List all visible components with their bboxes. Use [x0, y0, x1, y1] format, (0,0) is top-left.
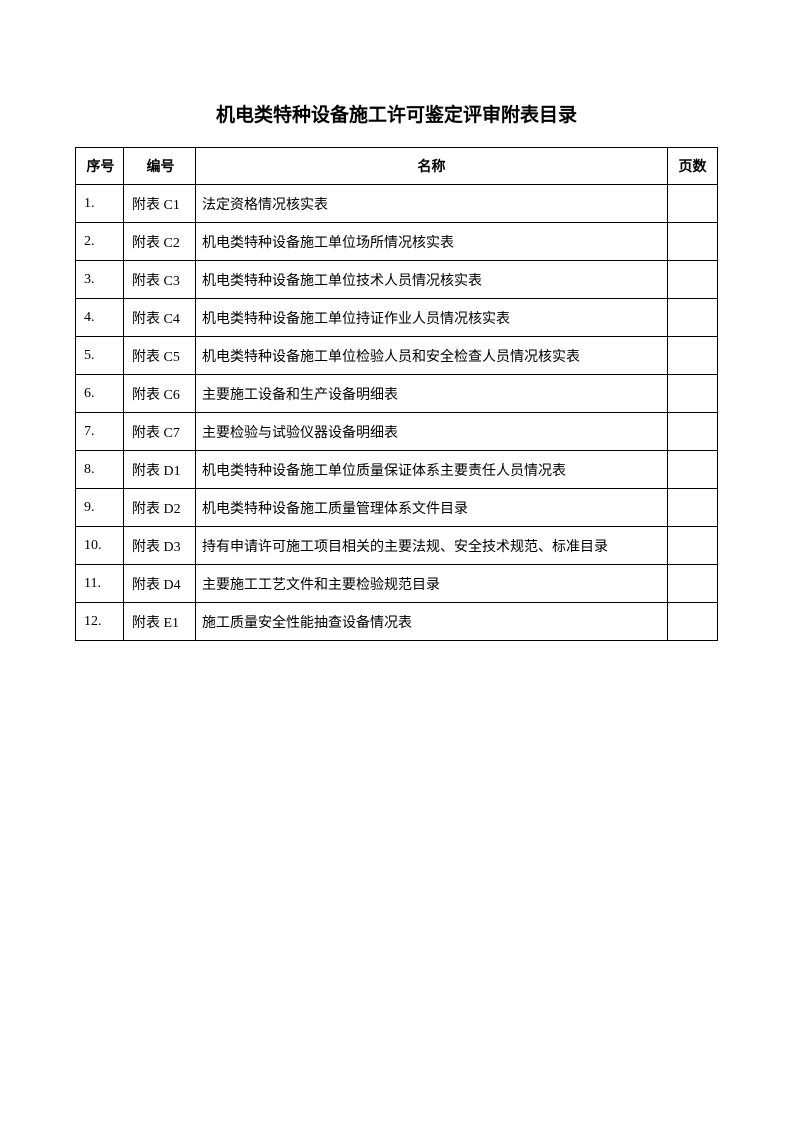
table-row: 6. 附表 C6 主要施工设备和生产设备明细表	[76, 375, 718, 413]
cell-pages	[668, 375, 718, 413]
table-row: 10. 附表 D3 持有申请许可施工项目相关的主要法规、安全技术规范、标准目录	[76, 527, 718, 565]
cell-pages	[668, 413, 718, 451]
cell-pages	[668, 565, 718, 603]
cell-code: 附表 C5	[124, 337, 196, 375]
table-row: 5. 附表 C5 机电类特种设备施工单位检验人员和安全检查人员情况核实表	[76, 337, 718, 375]
cell-code: 附表 C4	[124, 299, 196, 337]
table-row: 11. 附表 D4 主要施工工艺文件和主要检验规范目录	[76, 565, 718, 603]
cell-index: 2.	[76, 223, 124, 261]
cell-code: 附表 C2	[124, 223, 196, 261]
cell-pages	[668, 337, 718, 375]
cell-index: 8.	[76, 451, 124, 489]
table-row: 3. 附表 C3 机电类特种设备施工单位技术人员情况核实表	[76, 261, 718, 299]
cell-index: 7.	[76, 413, 124, 451]
cell-pages	[668, 261, 718, 299]
cell-code: 附表 C6	[124, 375, 196, 413]
cell-name: 机电类特种设备施工单位持证作业人员情况核实表	[196, 299, 668, 337]
cell-index: 4.	[76, 299, 124, 337]
cell-name: 机电类特种设备施工单位技术人员情况核实表	[196, 261, 668, 299]
cell-index: 3.	[76, 261, 124, 299]
cell-pages	[668, 603, 718, 641]
cell-index: 1.	[76, 185, 124, 223]
cell-name: 主要施工设备和生产设备明细表	[196, 375, 668, 413]
cell-name: 法定资格情况核实表	[196, 185, 668, 223]
cell-pages	[668, 299, 718, 337]
table-row: 12. 附表 E1 施工质量安全性能抽查设备情况表	[76, 603, 718, 641]
cell-code: 附表 E1	[124, 603, 196, 641]
table-row: 2. 附表 C2 机电类特种设备施工单位场所情况核实表	[76, 223, 718, 261]
table-row: 1. 附表 C1 法定资格情况核实表	[76, 185, 718, 223]
page-title: 机电类特种设备施工许可鉴定评审附表目录	[75, 100, 718, 127]
cell-pages	[668, 223, 718, 261]
table-row: 8. 附表 D1 机电类特种设备施工单位质量保证体系主要责任人员情况表	[76, 451, 718, 489]
table-body: 1. 附表 C1 法定资格情况核实表 2. 附表 C2 机电类特种设备施工单位场…	[76, 185, 718, 641]
cell-pages	[668, 451, 718, 489]
cell-code: 附表 C1	[124, 185, 196, 223]
header-index: 序号	[76, 148, 124, 185]
header-pages: 页数	[668, 148, 718, 185]
appendix-table: 序号 编号 名称 页数 1. 附表 C1 法定资格情况核实表 2. 附表 C2 …	[75, 147, 718, 641]
cell-index: 11.	[76, 565, 124, 603]
cell-name: 施工质量安全性能抽查设备情况表	[196, 603, 668, 641]
table-row: 7. 附表 C7 主要检验与试验仪器设备明细表	[76, 413, 718, 451]
cell-name: 机电类特种设备施工单位检验人员和安全检查人员情况核实表	[196, 337, 668, 375]
cell-name: 主要检验与试验仪器设备明细表	[196, 413, 668, 451]
cell-name: 机电类特种设备施工质量管理体系文件目录	[196, 489, 668, 527]
cell-index: 6.	[76, 375, 124, 413]
cell-name: 主要施工工艺文件和主要检验规范目录	[196, 565, 668, 603]
cell-index: 9.	[76, 489, 124, 527]
table-row: 9. 附表 D2 机电类特种设备施工质量管理体系文件目录	[76, 489, 718, 527]
cell-index: 5.	[76, 337, 124, 375]
cell-pages	[668, 185, 718, 223]
cell-index: 12.	[76, 603, 124, 641]
cell-code: 附表 C7	[124, 413, 196, 451]
cell-code: 附表 D3	[124, 527, 196, 565]
header-name: 名称	[196, 148, 668, 185]
table-row: 4. 附表 C4 机电类特种设备施工单位持证作业人员情况核实表	[76, 299, 718, 337]
cell-code: 附表 D4	[124, 565, 196, 603]
cell-index: 10.	[76, 527, 124, 565]
cell-code: 附表 C3	[124, 261, 196, 299]
cell-code: 附表 D1	[124, 451, 196, 489]
cell-pages	[668, 489, 718, 527]
table-header-row: 序号 编号 名称 页数	[76, 148, 718, 185]
header-code: 编号	[124, 148, 196, 185]
cell-name: 持有申请许可施工项目相关的主要法规、安全技术规范、标准目录	[196, 527, 668, 565]
cell-code: 附表 D2	[124, 489, 196, 527]
cell-name: 机电类特种设备施工单位质量保证体系主要责任人员情况表	[196, 451, 668, 489]
cell-name: 机电类特种设备施工单位场所情况核实表	[196, 223, 668, 261]
cell-pages	[668, 527, 718, 565]
